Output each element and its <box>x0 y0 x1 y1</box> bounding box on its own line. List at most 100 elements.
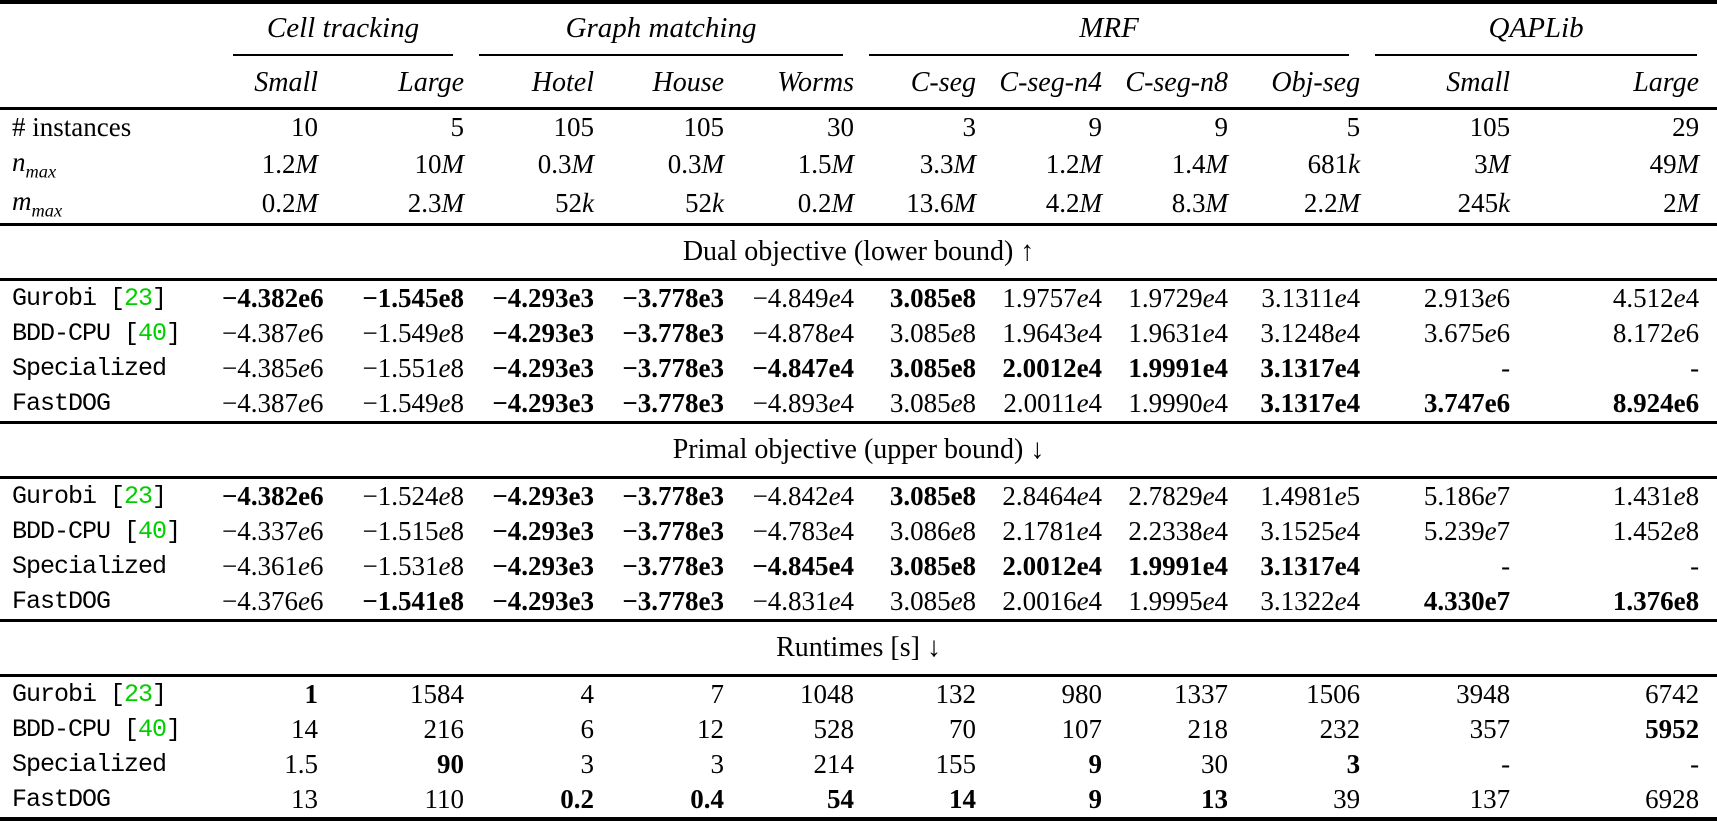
column-header: C-seg-n4 <box>999 66 1103 98</box>
value-cell: 3.747e6 <box>1423 388 1511 419</box>
value-cell: −4.293e3 <box>492 318 595 349</box>
value-cell: 3.1248e4 <box>1260 318 1361 349</box>
math-e: e <box>438 353 451 384</box>
solver-label: Specialized <box>0 747 220 782</box>
value-cell: 1.9991e4 <box>1128 353 1229 384</box>
math-e: e <box>438 481 451 512</box>
value-cell: −4.842e4 <box>752 481 855 512</box>
math-e: e <box>1484 481 1497 512</box>
value-cell: 216 <box>423 714 465 745</box>
unit-suffix: M <box>1676 188 1700 219</box>
solver-name: BDD-CPU <box>12 517 111 547</box>
table-header: Cell tracking Graph matching MRF QAPLib Smal… <box>0 2 1717 108</box>
value-cell: 4.512e4 <box>1612 283 1700 314</box>
stats-value-cell: 2.3M <box>407 188 465 219</box>
value-cell: 2.0012e4 <box>1002 353 1103 384</box>
column-header: Large <box>1633 66 1700 98</box>
math-e: e <box>1334 318 1347 349</box>
math-e: e <box>828 516 841 547</box>
stats-value-cell: 0.3M <box>537 148 595 179</box>
math-e: e <box>1202 586 1215 617</box>
value-cell: 6928 <box>1645 784 1700 815</box>
citation-ref[interactable]: 40 <box>138 715 167 745</box>
stats-value-cell: 52k <box>685 188 725 219</box>
math-e: e <box>828 388 841 419</box>
value-cell: - <box>1501 551 1511 582</box>
section-divider-row: Primal objective (upper bound) ↓ <box>0 422 1717 478</box>
solver-name: BDD-CPU <box>12 715 111 745</box>
value-cell: 2.0011e4 <box>1003 388 1103 419</box>
unit-suffix: M <box>953 188 977 219</box>
value-cell: −4.878e4 <box>752 318 855 349</box>
value-cell: 1.5 <box>284 749 318 780</box>
math-e: e <box>828 318 841 349</box>
citation-ref[interactable]: 40 <box>138 517 167 547</box>
solver-label: BDD-CPU [40] <box>12 319 181 349</box>
group-header-row: Cell tracking Graph matching MRF QAPLib <box>0 2 1717 64</box>
math-e: e <box>1076 481 1089 512</box>
stats-value-cell: 1.4M <box>1171 148 1229 179</box>
stats-value-cell: 9 <box>1088 111 1103 142</box>
math-e: e <box>438 551 451 582</box>
value-cell: 70 <box>949 714 977 745</box>
stats-value-cell: 1.2M <box>261 148 319 179</box>
value-cell: 9 <box>1088 749 1103 780</box>
value-cell: −4.293e3 <box>492 283 595 314</box>
value-cell: −4.293e3 <box>492 388 595 419</box>
stats-value-cell: 105 <box>683 111 725 142</box>
value-cell: 13 <box>1201 784 1229 815</box>
value-cell: −3.778e3 <box>622 318 725 349</box>
value-cell: −4.847e4 <box>752 353 855 384</box>
section-title: Runtimes [s] ↓ <box>776 632 941 664</box>
citation-ref[interactable]: 40 <box>138 319 167 349</box>
value-cell: 14 <box>291 714 318 745</box>
value-cell: 3.085e8 <box>889 283 977 314</box>
value-cell: 2.1781e4 <box>1002 516 1103 547</box>
unit-suffix: k <box>1498 188 1511 219</box>
value-cell: −3.778e3 <box>622 388 725 419</box>
value-cell: 155 <box>935 749 977 780</box>
value-cell: 232 <box>1319 714 1361 745</box>
value-cell: −4.387e6 <box>222 388 324 419</box>
stats-value-cell: 245k <box>1457 188 1511 219</box>
math-subscript: max <box>31 200 63 221</box>
value-cell: −4.382e6 <box>222 481 324 512</box>
math-symbol: m <box>12 185 32 216</box>
unit-suffix: M <box>1079 188 1103 219</box>
solver-name: Specialized <box>12 750 167 780</box>
value-cell: −4.337e6 <box>222 516 324 547</box>
value-cell: 3.086e8 <box>889 516 977 547</box>
group-header: Cell tracking <box>220 2 466 64</box>
value-cell: 1.9990e4 <box>1128 388 1229 419</box>
math-symbol: n <box>12 146 26 177</box>
math-e: e <box>297 388 310 419</box>
solver-row: FastDOG 13 110 0.2 0.4 54 14 9 13 39 137 6928 <box>0 782 1717 819</box>
value-cell: 1048 <box>800 679 855 710</box>
value-cell: −4.387e6 <box>222 318 324 349</box>
stats-value-cell: 3 <box>962 111 977 142</box>
solver-name: Specialized <box>12 354 167 384</box>
value-cell: 357 <box>1469 714 1511 745</box>
math-e: e <box>950 318 963 349</box>
group-label: Cell tracking <box>266 12 420 44</box>
value-cell: 12 <box>697 714 725 745</box>
citation-ref[interactable]: 23 <box>124 284 153 314</box>
citation-ref[interactable]: 23 <box>124 482 153 512</box>
unit-suffix: M <box>295 148 319 179</box>
value-cell: 13 <box>291 784 318 815</box>
citation-ref[interactable]: 23 <box>124 680 153 710</box>
math-e: e <box>1673 318 1686 349</box>
value-cell: 2.2338e4 <box>1128 516 1229 547</box>
stats-value-cell: 29 <box>1672 111 1700 142</box>
value-cell: 4 <box>580 679 595 710</box>
value-cell: - <box>1501 353 1511 384</box>
stats-value-cell: 13.6M <box>906 188 977 219</box>
stats-value-cell: 3M <box>1474 148 1511 179</box>
stats-value-cell: 5 <box>1346 111 1361 142</box>
math-e: e <box>1202 283 1215 314</box>
value-cell: 30 <box>1201 749 1229 780</box>
unit-suffix: M <box>1205 148 1229 179</box>
solver-row: Gurobi [23] −4.382e6 −1.545e8 −4.293e3 −3.77… <box>0 280 1717 317</box>
unit-suffix: k <box>712 188 725 219</box>
solver-row: Gurobi [23] 1 1584 4 7 1048 132 980 1337 1506 3948… <box>0 676 1717 713</box>
